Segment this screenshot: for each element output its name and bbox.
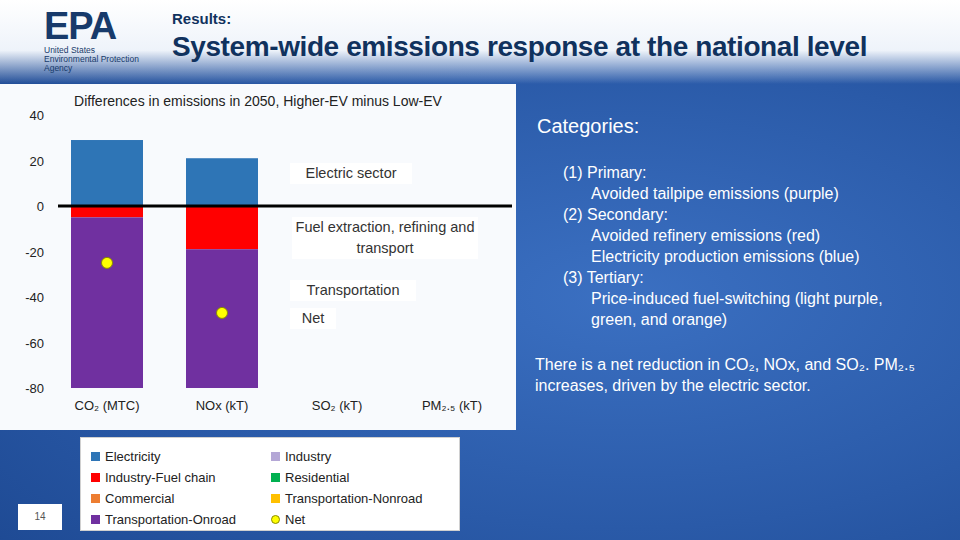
slide-title: System-wide emissions response at the na… <box>172 31 867 63</box>
bar-segment <box>71 217 143 388</box>
legend-item: Transportation-Nonroad <box>271 488 423 509</box>
legend: Electricity Industry-Fuel chain Commercial… <box>80 437 460 531</box>
bar-segment <box>71 206 143 217</box>
legend-label: Electricity <box>105 449 161 464</box>
sidebar: Categories: (1) Primary:Avoided tailpipe … <box>535 115 950 396</box>
logo-text: EPA <box>18 6 139 46</box>
bar-segment <box>186 249 258 388</box>
y-tick-label: 40 <box>30 108 44 123</box>
bar-segment <box>71 140 143 206</box>
y-tick-label: 0 <box>37 199 44 214</box>
annotation: Transportation <box>290 280 416 301</box>
legend-label: Residential <box>285 470 349 485</box>
legend-label: Commercial <box>105 491 174 506</box>
category-line: Avoided refinery emissions (red) <box>591 225 930 246</box>
sidebar-heading: Categories: <box>537 115 950 138</box>
annotation: Net <box>290 308 336 329</box>
legend-swatch <box>271 473 280 482</box>
legend-label: Transportation-Nonroad <box>285 491 423 506</box>
legend-label: Industry <box>285 449 331 464</box>
y-tick-label: 20 <box>30 154 44 169</box>
legend-label: Net <box>285 512 305 527</box>
bar-segment <box>186 158 258 206</box>
category-label: (1) Primary: <box>563 162 950 183</box>
x-tick-label: SO₂ (kT) <box>312 398 363 413</box>
legend-swatch <box>271 515 280 524</box>
legend-item: Industry <box>271 446 423 467</box>
legend-item: Electricity <box>91 446 236 467</box>
bar-segment <box>71 140 143 141</box>
bar-segment <box>186 158 258 159</box>
legend-swatch <box>271 494 280 503</box>
section-label: Results: <box>172 10 231 27</box>
bar-segment <box>71 140 143 141</box>
bar-segment <box>71 140 143 141</box>
bar-segment <box>71 140 143 141</box>
legend-swatch <box>91 515 100 524</box>
bar-segment <box>186 158 258 159</box>
bar-segment <box>186 158 258 159</box>
agency-line: United States <box>44 46 139 55</box>
agency-line: Agency <box>44 64 139 73</box>
legend-label: Industry-Fuel chain <box>105 470 216 485</box>
annotation: Fuel extraction, refining and transport <box>292 217 478 259</box>
net-point <box>217 307 228 318</box>
zero-line <box>58 205 512 208</box>
category-line: Price-induced fuel-switching (light purp… <box>591 288 930 330</box>
conclusion: There is a net reduction in CO₂, NOx, an… <box>535 354 930 396</box>
agency-line: Environmental Protection <box>44 55 139 64</box>
category-line: Avoided tailpipe emissions (purple) <box>591 183 930 204</box>
category-label: (2) Secondary: <box>563 204 950 225</box>
net-point <box>102 257 113 268</box>
chart-title: Differences in emissions in 2050, Higher… <box>74 93 442 109</box>
legend-item: Transportation-Onroad <box>91 509 236 530</box>
bar-segment <box>186 158 258 159</box>
legend-item: Net <box>271 509 423 530</box>
y-tick-label: -60 <box>25 336 44 351</box>
plot-marks <box>71 140 258 388</box>
category-label: (3) Tertiary: <box>563 267 950 288</box>
agency-name: United StatesEnvironmental ProtectionAge… <box>18 46 139 73</box>
category-line: Electricity production emissions (blue) <box>591 246 930 267</box>
annotation: Electric sector <box>290 163 412 184</box>
legend-swatch <box>91 494 100 503</box>
y-tick-label: -80 <box>25 381 44 396</box>
legend-item: Residential <box>271 467 423 488</box>
legend-item: Industry-Fuel chain <box>91 467 236 488</box>
legend-item: Commercial <box>91 488 236 509</box>
legend-swatch <box>91 473 100 482</box>
x-tick-label: PM₂.₅ (kT) <box>422 398 482 413</box>
y-tick-label: -40 <box>25 290 44 305</box>
page-number: 14 <box>18 504 62 530</box>
logo: EPA United StatesEnvironmental Protectio… <box>18 6 139 73</box>
y-tick-label: -20 <box>25 245 44 260</box>
bar-segment <box>186 206 258 249</box>
net-points <box>102 257 228 318</box>
x-tick-label: CO₂ (MTC) <box>75 398 140 413</box>
legend-column: Electricity Industry-Fuel chain Commercial… <box>91 446 236 530</box>
legend-label: Transportation-Onroad <box>105 512 236 527</box>
legend-column: Industry Residential Transportation-Nonroa… <box>271 446 423 530</box>
chart: Differences in emissions in 2050, Higher… <box>0 0 960 540</box>
x-tick-label: NOx (kT) <box>196 398 249 413</box>
legend-swatch <box>91 452 100 461</box>
legend-swatch <box>271 452 280 461</box>
